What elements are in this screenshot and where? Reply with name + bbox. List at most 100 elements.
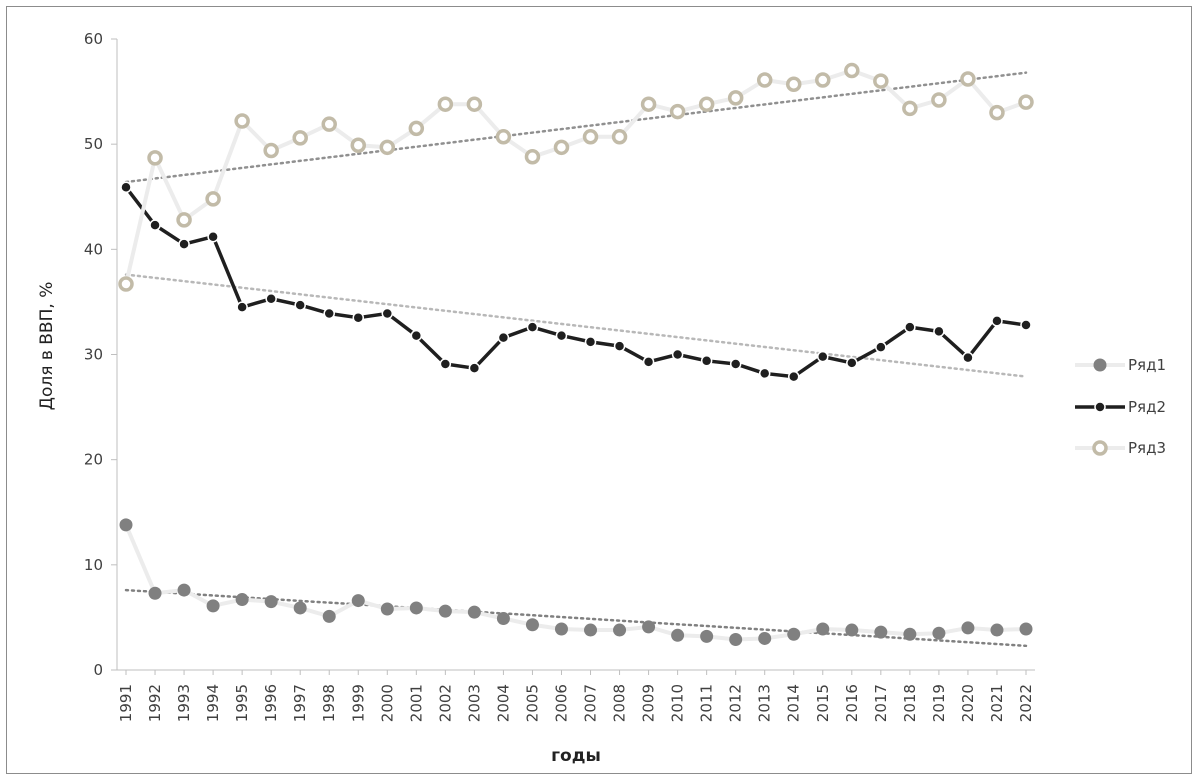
data-point [845, 623, 859, 637]
x-tick-label: 2002 [436, 684, 454, 722]
data-point [438, 604, 452, 618]
data-point [991, 315, 1003, 327]
data-point [119, 518, 133, 532]
x-tick-label: 2018 [901, 684, 919, 722]
data-point [148, 586, 162, 600]
data-point [439, 358, 452, 370]
data-point [642, 356, 655, 368]
x-tick-label: 2015 [814, 684, 832, 722]
data-point [700, 355, 713, 367]
data-point [235, 593, 249, 607]
data-point [816, 622, 830, 636]
data-point [437, 96, 454, 112]
x-tick-label: 1993 [175, 684, 193, 722]
y-tick-label: 50 [84, 135, 103, 153]
data-point [729, 358, 742, 370]
data-point [844, 62, 860, 79]
data-point [817, 350, 829, 363]
data-point [322, 609, 336, 623]
x-tick-label: 2014 [785, 684, 803, 722]
data-point [875, 341, 887, 353]
data-point [496, 611, 510, 625]
legend-item-Ряд3: Ряд3 [1075, 439, 1166, 457]
y-tick-label: 40 [84, 240, 103, 258]
data-point [409, 601, 423, 615]
data-point [381, 307, 394, 320]
x-axis-title: годы [551, 746, 601, 766]
series-line [124, 186, 1027, 379]
data-point [147, 150, 163, 166]
data-point [236, 301, 248, 313]
data-point [321, 116, 337, 132]
x-tick-label: 2017 [872, 684, 890, 722]
x-tick-label: 1991 [117, 684, 135, 722]
data-point [640, 96, 657, 112]
x-tick-label: 1997 [291, 684, 309, 722]
data-point [671, 628, 685, 642]
legend-label: Ряд1 [1128, 356, 1166, 374]
data-point [903, 627, 917, 641]
data-point [467, 605, 481, 619]
x-ticks: 1991 1992 1993 1994 1995 1996 1997 1998 1999 2000… [117, 670, 1035, 722]
data-point [961, 621, 975, 635]
data-point [584, 336, 597, 348]
data-point [874, 625, 888, 639]
data-point [727, 90, 744, 106]
data-point [787, 370, 800, 383]
data-point [352, 311, 365, 324]
series-line [124, 68, 1027, 285]
data-point [526, 321, 539, 333]
data-point [178, 238, 190, 250]
data-point [553, 139, 570, 156]
y-tick-label: 60 [84, 30, 103, 48]
data-point [176, 212, 192, 228]
x-tick-label: 2008 [611, 684, 629, 722]
data-point [582, 129, 599, 145]
y-ticks: 0 10 20 30 40 50 60 [84, 30, 117, 679]
data-point [292, 130, 308, 146]
series-Ряд2 [120, 181, 1032, 383]
x-tick-label: 2005 [523, 684, 541, 722]
data-point [265, 293, 277, 305]
data-point [323, 307, 335, 320]
trendlines [124, 71, 1028, 648]
y-tick-label: 0 [93, 661, 103, 679]
data-point [468, 362, 481, 374]
data-point [613, 623, 627, 637]
data-point [408, 120, 425, 137]
data-point [206, 599, 220, 613]
data-point [380, 602, 394, 616]
data-point [846, 357, 858, 369]
data-point [207, 230, 219, 243]
data-point [989, 104, 1005, 121]
data-point [466, 96, 483, 112]
x-tick-label: 1996 [262, 684, 280, 722]
x-tick-label: 2021 [988, 684, 1006, 722]
series-Ряд1 [119, 518, 1033, 647]
data-point [293, 601, 307, 615]
x-tick-label: 2001 [407, 684, 425, 722]
data-point [525, 618, 539, 632]
data-point [758, 367, 771, 380]
data-point [120, 181, 132, 194]
y-tick-label: 10 [84, 556, 103, 574]
data-point [642, 620, 656, 634]
data-point [873, 73, 889, 89]
data-point [960, 71, 976, 87]
data-point [1020, 319, 1032, 331]
y-tick-label: 30 [84, 346, 103, 364]
data-point [350, 137, 367, 153]
data-point [234, 113, 250, 129]
x-tick-label: 2022 [1017, 684, 1035, 722]
data-point [756, 72, 773, 88]
data-point [904, 321, 916, 333]
legend-label: Ряд3 [1128, 439, 1166, 457]
y-tick-label: 20 [84, 451, 103, 469]
data-point [495, 129, 512, 145]
data-point [787, 627, 801, 641]
data-point [524, 149, 541, 165]
x-tick-label: 1998 [320, 684, 338, 722]
data-point [815, 72, 831, 88]
